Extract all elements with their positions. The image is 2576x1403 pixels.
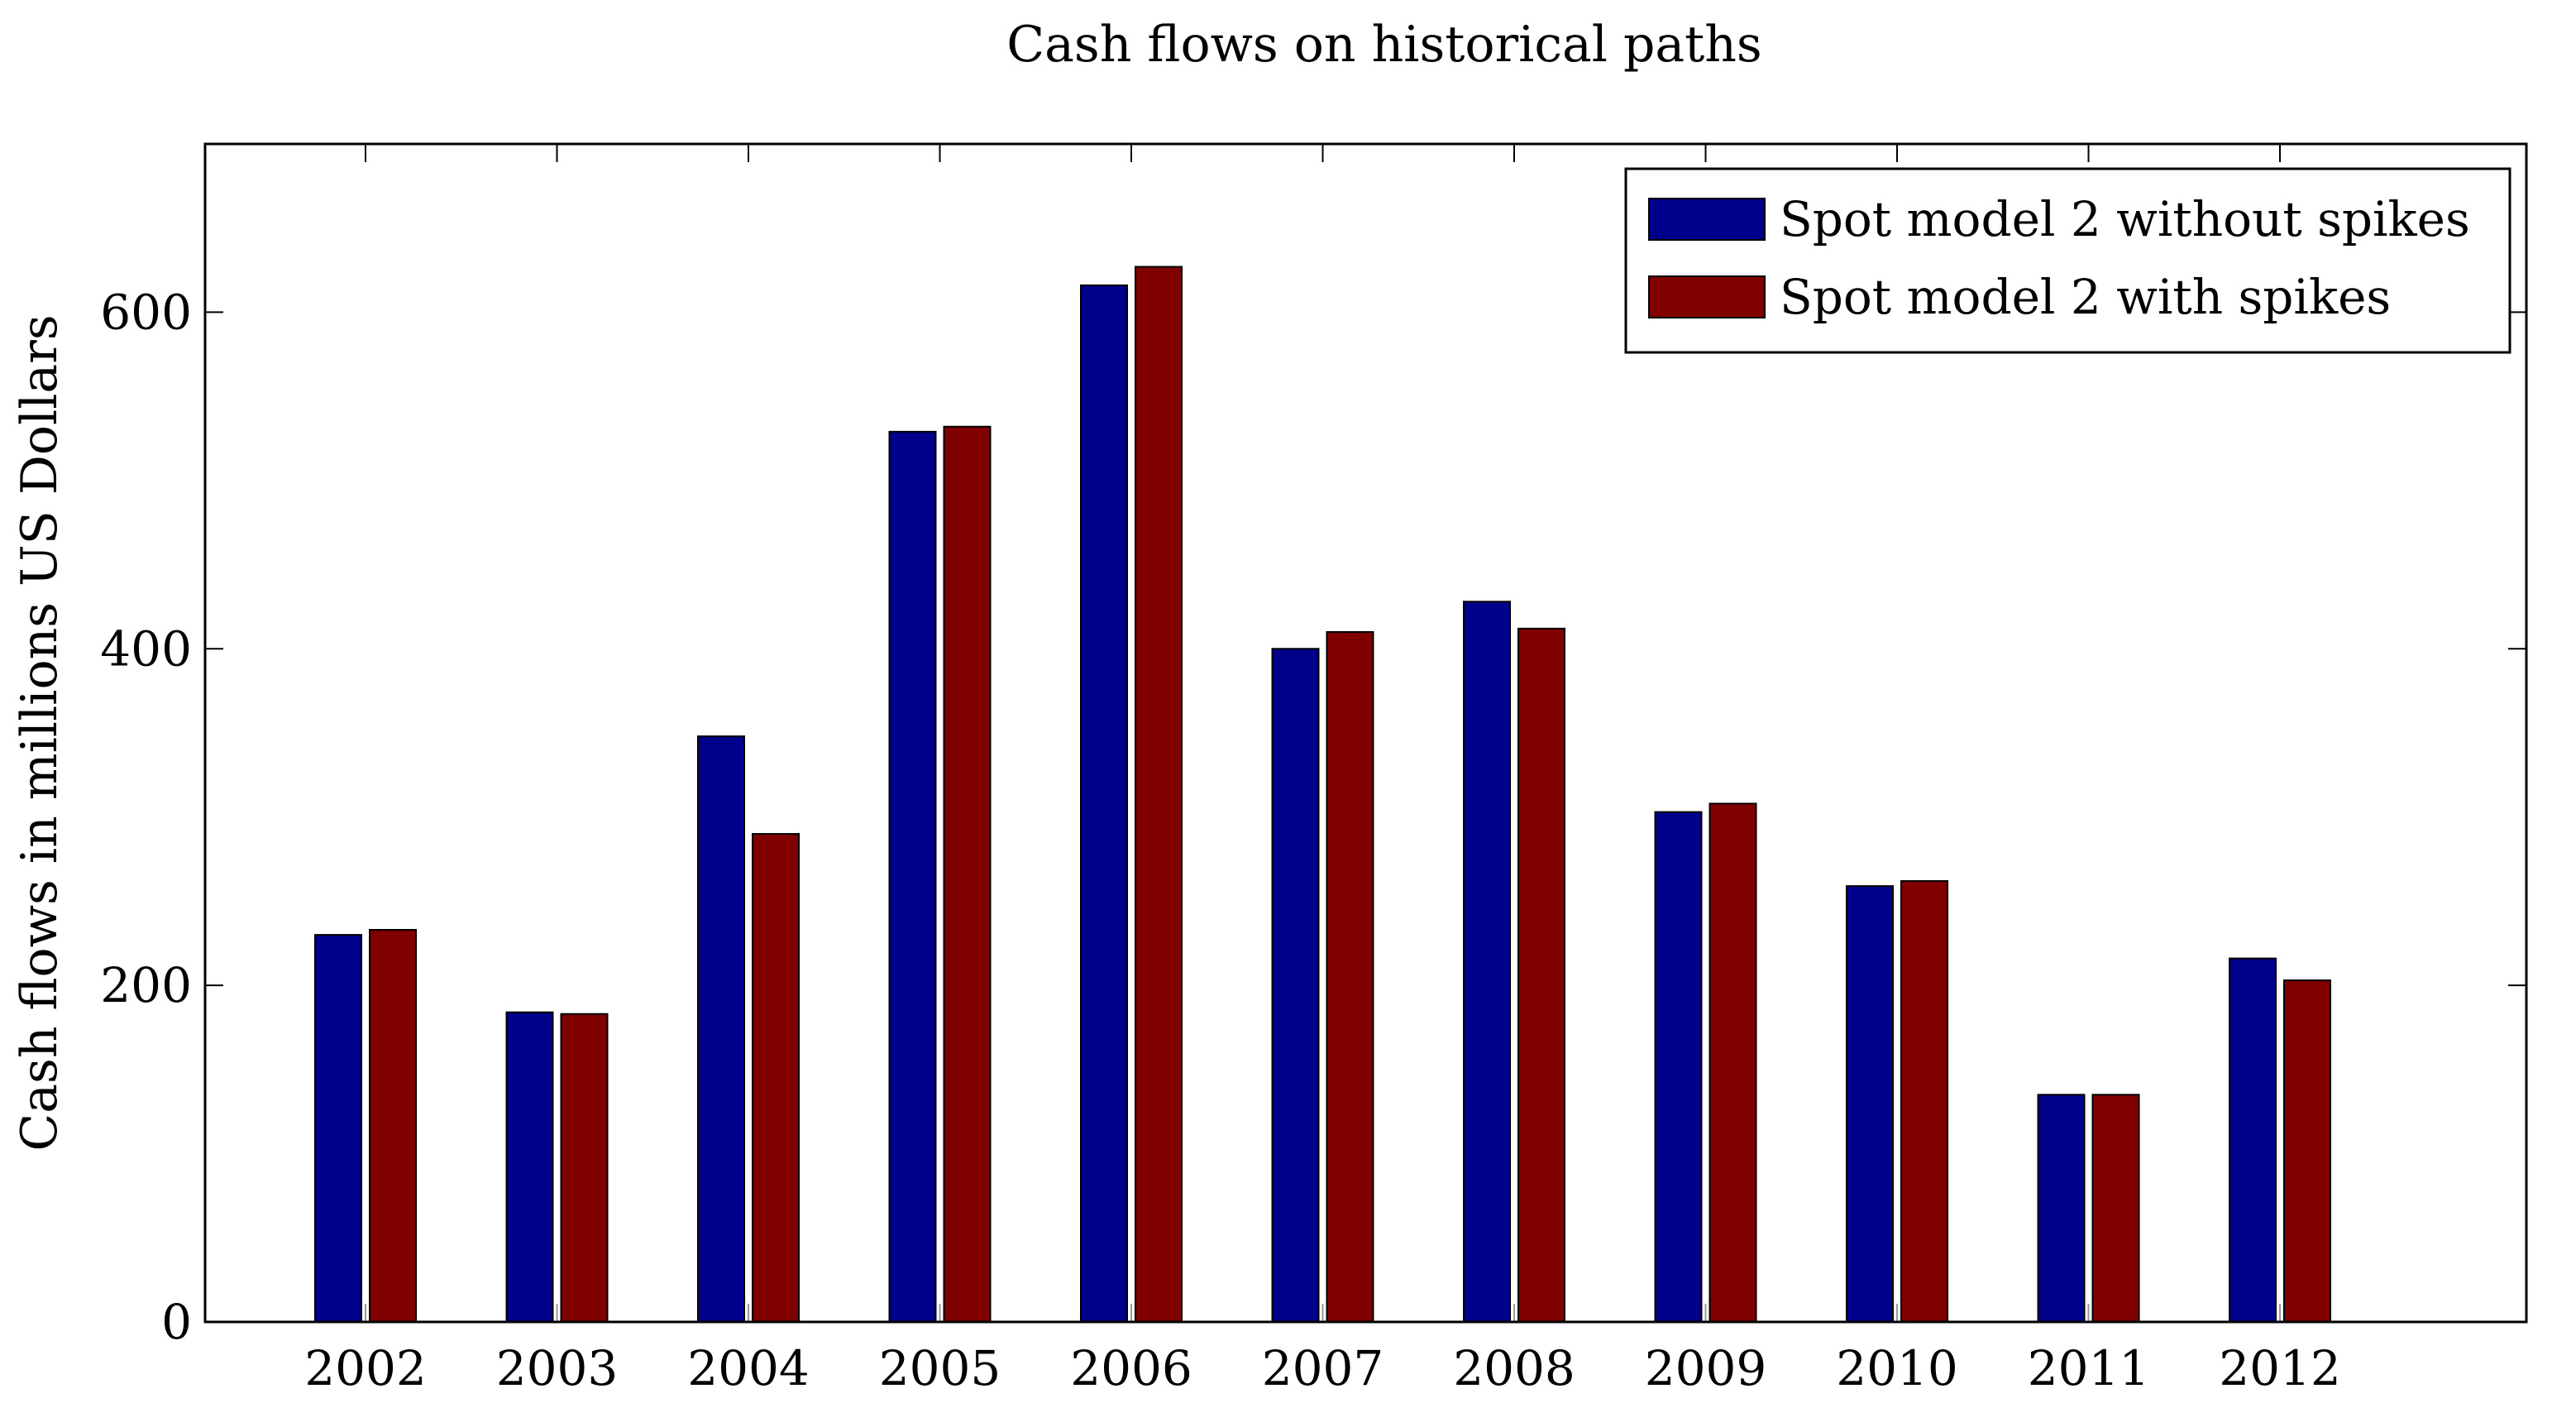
bar-with-spikes-2004 bbox=[752, 833, 800, 1323]
bar-without-spikes-2012 bbox=[2229, 957, 2277, 1323]
legend-label-without-spikes: Spot model 2 without spikes bbox=[1780, 191, 2470, 247]
bars bbox=[314, 266, 2331, 1324]
x-tick-label: 2009 bbox=[1645, 1340, 1767, 1396]
bar-with-spikes-2006 bbox=[1135, 266, 1183, 1324]
bar-without-spikes-2002 bbox=[314, 934, 362, 1323]
y-tick-label: 0 bbox=[161, 1294, 192, 1350]
legend-box bbox=[1624, 167, 2511, 354]
x-tick-label: 2005 bbox=[879, 1340, 1001, 1396]
tick-labels: 0 200 400 600 2002 2003 2004 2005 2006 2007 2008 20… bbox=[100, 284, 2341, 1396]
y-axis-label: Cash flows in millions US Dollars bbox=[11, 314, 69, 1151]
y-tick-label: 200 bbox=[100, 957, 192, 1013]
bar-without-spikes-2009 bbox=[1654, 811, 1703, 1323]
bar-with-spikes-2011 bbox=[2091, 1094, 2140, 1324]
bar-with-spikes-2003 bbox=[560, 1013, 609, 1323]
x-tick-label: 2002 bbox=[304, 1340, 427, 1396]
axis-ticks bbox=[205, 144, 2526, 1323]
x-tick-label: 2003 bbox=[496, 1340, 619, 1396]
bar-without-spikes-2004 bbox=[697, 735, 745, 1323]
bar-with-spikes-2002 bbox=[369, 929, 417, 1324]
bar-with-spikes-2012 bbox=[2283, 979, 2331, 1324]
x-tick-label: 2011 bbox=[2028, 1340, 2150, 1396]
x-tick-label: 2004 bbox=[687, 1340, 810, 1396]
bar-without-spikes-2006 bbox=[1080, 284, 1128, 1323]
bar-without-spikes-2003 bbox=[505, 1011, 554, 1323]
x-tick-label: 2010 bbox=[1836, 1340, 1958, 1396]
bar-with-spikes-2007 bbox=[1326, 630, 1374, 1323]
bar-without-spikes-2010 bbox=[1846, 885, 1894, 1323]
plot-area-frame bbox=[203, 142, 2528, 1324]
legend-label-with-spikes: Spot model 2 with spikes bbox=[1780, 269, 2391, 325]
bar-without-spikes-2005 bbox=[888, 430, 937, 1323]
bar-without-spikes-2011 bbox=[2037, 1094, 2086, 1324]
x-tick-label: 2006 bbox=[1070, 1340, 1192, 1396]
legend-swatch-without-spikes bbox=[1648, 198, 1766, 241]
bar-without-spikes-2007 bbox=[1271, 648, 1320, 1323]
x-tick-label: 2012 bbox=[2219, 1340, 2341, 1396]
bar-with-spikes-2009 bbox=[1709, 802, 1757, 1323]
y-tick-label: 400 bbox=[100, 620, 192, 677]
y-tick-label: 600 bbox=[100, 284, 192, 340]
legend: Spot model 2 without spikes Spot model 2… bbox=[1624, 167, 2511, 354]
chart-title: Cash flows on historical paths bbox=[1006, 16, 1761, 74]
bar-with-spikes-2005 bbox=[943, 425, 992, 1323]
bar-without-spikes-2008 bbox=[1463, 601, 1511, 1323]
x-tick-label: 2007 bbox=[1262, 1340, 1384, 1396]
x-tick-label: 2008 bbox=[1453, 1340, 1575, 1396]
bar-with-spikes-2010 bbox=[1900, 880, 1948, 1323]
bar-with-spikes-2008 bbox=[1517, 627, 1565, 1323]
legend-swatch-with-spikes bbox=[1648, 275, 1766, 318]
